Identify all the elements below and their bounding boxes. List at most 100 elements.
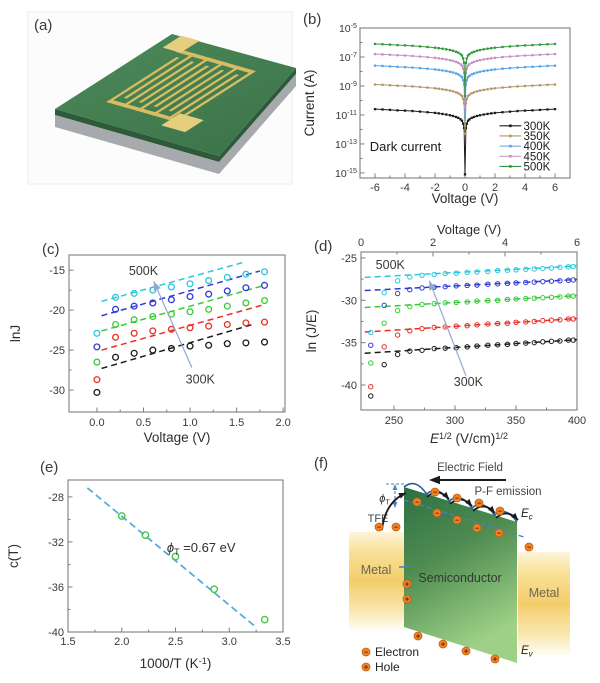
series-300K [93,338,269,396]
data-point [388,108,392,112]
data-point [394,307,401,314]
data-point [472,115,476,119]
data-point [205,290,213,298]
data-point [451,49,455,52]
data-point [485,298,491,304]
hole-icon-symbol: + [405,596,409,603]
data-point [475,49,479,52]
electron-icon-circle-icon [474,498,484,508]
data-point [242,319,250,327]
data-point [418,85,422,89]
electrode-finger [165,74,240,120]
fit-line [364,278,578,292]
data-point [464,344,470,350]
data-point [437,57,440,60]
semiconductor-band [404,487,517,663]
hole-icon-symbol: + [464,648,468,655]
data-point [523,84,527,88]
data-point [260,296,269,305]
legend-swatch-marker [509,165,512,168]
fit-line [101,270,261,317]
data-point [494,342,501,348]
barrier-arrow-down-icon [392,502,398,508]
data-point [548,278,555,284]
data-point [448,114,452,117]
data-point [431,271,437,278]
data-point [466,54,470,57]
hop-arrowhead-icon [488,505,495,513]
data-point [396,109,399,112]
data-point [470,116,473,120]
electrode-finger [183,70,256,116]
data-point [557,294,563,300]
data-point [394,351,401,358]
data-point [523,340,529,346]
data-point [419,347,425,353]
data-point [223,273,231,281]
data-point [494,320,501,327]
hop-arrowhead-icon [465,498,472,506]
data-point [442,345,448,351]
annotation-text: 500K [376,258,406,272]
data-point [112,305,120,313]
data-point [478,59,482,62]
data-point [451,90,455,93]
electrode-finger [153,61,227,108]
substrate-gray-side [55,74,296,174]
x-tick-label: 2.0 [114,636,129,648]
data-point [531,279,537,285]
data-point [494,267,501,274]
panel-f: (f) ϕT Electric Field P-F emission TFE M… [300,440,600,683]
semiconductor-label: Semiconductor [418,571,501,585]
y-tick-label: -36 [48,582,64,594]
hop-arrowhead-icon [442,491,449,499]
x-tick-label: 2.0 [275,417,290,429]
data-point [462,57,465,60]
x-axis-label: Voltage (V) [432,191,499,206]
metal-block-right [518,552,570,655]
panel-label: (b) [303,11,321,28]
series-400K [368,293,577,366]
interdigitated-electrodes [106,35,256,133]
data-point [418,45,422,48]
data-point [93,388,101,396]
electric-field-label: Electric Field [437,462,503,474]
panel-b: (b) -6 -4 -2 0 2 4 6 10-5 10-7 10-9 10-11 10-13 10-15… [300,8,600,222]
data-point [419,325,425,332]
electrode-finger [106,56,180,103]
annotation-arrowhead-icon [429,280,437,291]
data-point [448,89,452,92]
data-point [149,346,157,354]
top-tick-label: 0 [358,237,364,249]
data-point [548,294,555,301]
data-point [441,112,444,116]
data-point [457,73,460,76]
chart-e: (e) 1.5 2.0 2.5 3.0 3.5 -28 -32 -36 -40 ϕT =0.67 e… [6,459,291,671]
data-point [93,358,101,366]
data-point [466,64,470,67]
data-point [426,67,429,70]
data-point [394,332,401,338]
series-400K [93,296,269,366]
data-point [513,296,519,302]
data-point [260,615,269,624]
data-point [167,344,175,353]
data-point [531,43,534,47]
data-point [437,87,440,90]
data-point [459,93,462,96]
data-point [453,299,459,306]
data-point [570,293,577,299]
series-350K [373,83,557,135]
data-point [445,88,448,92]
data-point [516,85,519,88]
x-tick-label: 2 [492,182,498,194]
data-point [474,343,480,349]
data-point [531,54,534,57]
metal-block-left [349,532,404,630]
annotation-text: Dark current [370,139,442,154]
data-point [242,284,250,292]
data-point [482,58,485,61]
data-point [501,67,504,70]
data-point [490,87,493,90]
y-tick-label: -40 [48,627,64,639]
